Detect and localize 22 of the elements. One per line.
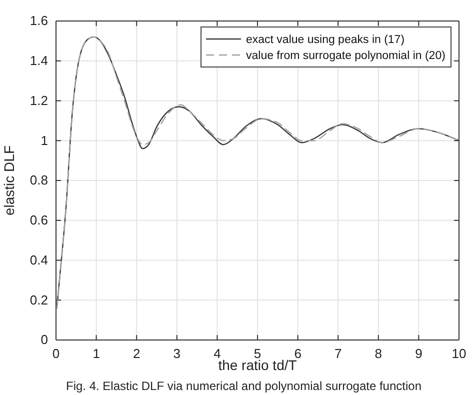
y-tick-label: 1.6: [30, 13, 48, 28]
x-tick-label: 4: [214, 346, 221, 362]
x-tick-label: 0: [52, 346, 60, 362]
legend-label: exact value using peaks in (17): [246, 34, 405, 46]
x-tick-label: 2: [132, 346, 140, 362]
x-tick-label: 7: [334, 346, 342, 362]
y-tick-label: 1.2: [30, 92, 48, 108]
y-axis-title: elastic DLF: [1, 145, 17, 216]
y-tick-label: 0.6: [30, 212, 48, 228]
y-tick-label: 0.8: [30, 172, 48, 188]
legend-label: value from surrogate polynomial in (20): [246, 50, 446, 62]
x-tick-label: 10: [452, 346, 466, 362]
x-tick-label: 8: [374, 346, 382, 362]
y-tick-label: 0.4: [30, 252, 48, 268]
y-tick-label: 1: [40, 132, 48, 148]
y-tick-label: 0.2: [30, 292, 48, 308]
y-tick-label: 0: [40, 332, 48, 348]
x-tick-label: 9: [415, 346, 422, 362]
x-tick-label: 3: [173, 346, 181, 362]
y-tick-label: 1.4: [30, 53, 48, 68]
caption: Fig. 4. Elastic DLF via numerical and polynomial surrogate function: [66, 379, 422, 393]
x-tick-label: 1: [92, 346, 100, 362]
